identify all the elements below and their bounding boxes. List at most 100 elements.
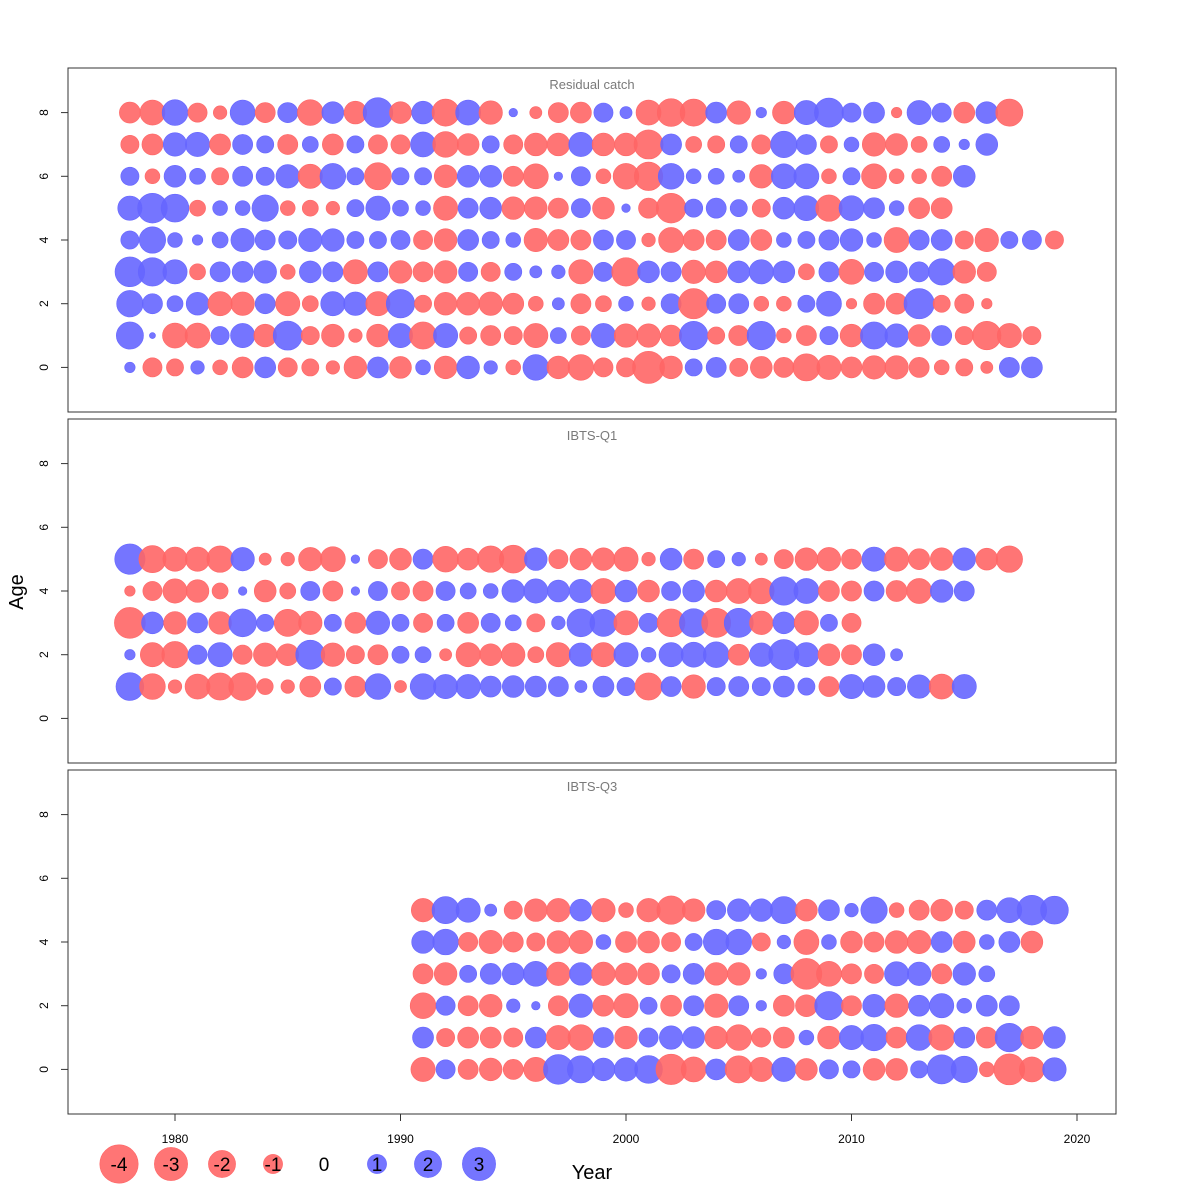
residual-bubble <box>207 642 233 668</box>
residual-bubble <box>772 196 796 220</box>
y-tick-label: 8 <box>37 109 51 116</box>
residual-bubble <box>187 612 208 634</box>
residual-bubble <box>189 167 206 185</box>
legend-bubble <box>154 1147 188 1181</box>
residual-bubble <box>298 547 323 572</box>
residual-bubble <box>506 998 521 1013</box>
residual-bubble <box>592 994 615 1017</box>
residual-bubble <box>860 896 888 924</box>
residual-bubble <box>234 200 251 216</box>
residual-bubble <box>842 167 861 186</box>
residual-bubble <box>840 930 863 954</box>
residual-bubble <box>661 581 682 601</box>
residual-bubble <box>907 674 932 699</box>
residual-bubble <box>322 261 344 283</box>
residual-bubble <box>816 354 842 380</box>
residual-bubble <box>435 581 456 601</box>
residual-bubble <box>798 1029 815 1046</box>
panels-layer: Residual catch 0 2 4 6 8 IBTS-Q1 0 2 4 6 8 IBTS-Q3 0 2… <box>37 67 1117 1115</box>
residual-bubble <box>503 900 523 920</box>
residual-bubble <box>114 607 146 639</box>
residual-bubble <box>272 320 303 351</box>
residual-bubble <box>770 130 798 158</box>
residual-bubble <box>795 994 818 1017</box>
residual-bubble <box>751 134 772 155</box>
residual-bubble <box>479 196 502 220</box>
residual-bubble <box>753 295 770 312</box>
residual-bubble <box>953 165 976 188</box>
residual-bubble <box>821 934 837 950</box>
residual-bubble <box>232 134 254 155</box>
residual-bubble <box>656 895 686 925</box>
residual-bubble <box>410 1056 436 1082</box>
residual-bubble <box>211 582 229 600</box>
residual-bubble <box>910 136 928 153</box>
legend-bubble <box>414 1150 442 1178</box>
residual-bubble <box>163 165 187 188</box>
residual-bubble <box>618 902 634 918</box>
residual-bubble <box>167 232 183 248</box>
x-axis: 1980 1990 2000 2010 2020 <box>162 1113 1091 1146</box>
residual-bubble <box>321 228 345 252</box>
panel-title: IBTS-Q1 <box>567 428 618 443</box>
residual-bubble <box>319 163 347 190</box>
residual-bubble <box>729 358 749 377</box>
residual-bubble <box>638 1027 659 1048</box>
residual-bubble <box>704 579 728 603</box>
residual-bubble <box>591 323 616 348</box>
residual-bubble <box>679 98 708 127</box>
residual-bubble <box>455 674 481 699</box>
residual-bubble <box>884 355 909 380</box>
residual-bubble <box>748 259 774 285</box>
residual-bubble <box>705 229 727 251</box>
residual-bubble <box>385 289 416 319</box>
y-tick-label: 6 <box>37 173 51 180</box>
residual-bubble <box>255 166 275 186</box>
residual-bubble <box>120 230 140 250</box>
residual-bubble <box>501 642 526 667</box>
residual-bubble <box>479 643 502 666</box>
residual-bubble <box>954 326 974 345</box>
residual-bubble <box>861 546 887 572</box>
residual-bubble <box>120 135 140 154</box>
residual-bubble <box>389 101 412 124</box>
residual-bubble <box>301 136 319 153</box>
residual-bubble <box>998 995 1020 1017</box>
residual-bubble <box>638 197 659 219</box>
residual-bubble <box>141 133 164 156</box>
residual-bubble <box>412 548 434 570</box>
residual-bubble <box>704 1025 728 1050</box>
residual-bubble <box>547 579 570 603</box>
y-tick-label: 4 <box>37 236 51 243</box>
residual-bubble <box>124 649 136 661</box>
residual-bubble <box>979 1061 995 1078</box>
residual-bubble <box>794 547 819 571</box>
residual-bubble <box>367 356 389 379</box>
residual-bubble <box>995 545 1023 573</box>
residual-bubble <box>185 132 210 157</box>
residual-bubble <box>998 357 1020 378</box>
residual-bubble <box>551 264 566 279</box>
residual-bubble <box>505 359 521 376</box>
residual-bubble <box>391 613 410 632</box>
residual-bubble <box>729 135 748 154</box>
residual-bubble <box>751 932 771 952</box>
residual-bubble <box>280 200 296 216</box>
residual-bubble <box>885 133 908 156</box>
residual-bubble <box>728 995 750 1017</box>
residual-bubble <box>369 231 387 249</box>
residual-bubble <box>410 131 436 158</box>
residual-bubble <box>366 323 390 348</box>
residual-bubble <box>1040 895 1069 925</box>
residual-bubble <box>479 994 503 1018</box>
residual-bubble <box>1022 326 1042 345</box>
residual-bubble <box>228 672 257 701</box>
residual-bubble <box>1043 1026 1066 1049</box>
residual-bubble <box>706 900 727 921</box>
residual-bubble <box>726 100 751 125</box>
residual-bubble <box>546 898 571 923</box>
residual-bubble <box>637 930 660 954</box>
residual-bubble <box>275 291 301 317</box>
residual-bubble <box>299 260 322 284</box>
residual-bubble <box>570 101 592 124</box>
